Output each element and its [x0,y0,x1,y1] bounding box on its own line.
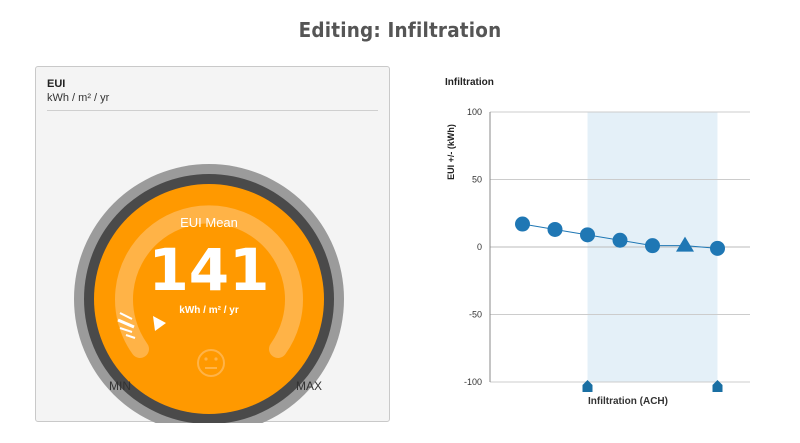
eui-gauge-card: EUI kWh / m² / yr EUI Mean 141 kWh / m² … [35,66,390,423]
data-point[interactable] [645,238,660,254]
chart-title: Infiltration [445,77,494,88]
data-point[interactable] [612,232,628,248]
y-axis-label: EUI +/- (kWh) [446,124,456,180]
data-point[interactable] [547,221,563,237]
gauge-track-arc [115,205,303,358]
y-tick-label: -50 [469,310,482,320]
neutral-face-icon [197,349,225,377]
y-tick-label: 0 [477,242,482,252]
gauge-center-label: EUI Mean [180,215,238,230]
y-tick-label: 100 [467,107,482,117]
x-axis-label: Infiltration (ACH) [588,396,668,407]
card-divider [47,110,378,111]
infiltration-chart: 100 50 0 -50 -100 EUI +/- (kWh) Infiltration… [446,107,750,407]
gauge-card-units: kWh / m² / yr [47,92,110,104]
data-point[interactable] [515,216,530,232]
eui-gauge: EUI Mean 141 kWh / m² / yr MIN MAX [74,164,344,423]
gauge-pointer-triangle [153,316,166,331]
gauge-max-label: MAX [296,379,322,393]
data-point[interactable] [710,240,725,256]
range-end-handle[interactable] [712,380,723,392]
data-point[interactable] [580,227,595,243]
gauge-value: 141 [148,236,269,304]
gauge-min-label: MIN [109,379,131,393]
range-handles [582,380,723,392]
y-tick-label: 50 [472,175,482,185]
gauge-card-title: EUI [47,78,66,90]
y-axis-ticks: 100 50 0 -50 -100 [464,107,482,387]
data-points [515,216,725,256]
y-tick-label: -100 [464,377,482,387]
current-value-marker[interactable] [676,236,694,252]
gauge-needle-marker [117,312,166,339]
page-title: Editing: Infiltration [298,18,502,42]
gauge-value-units: kWh / m² / yr [179,305,239,316]
range-start-handle[interactable] [582,380,593,392]
